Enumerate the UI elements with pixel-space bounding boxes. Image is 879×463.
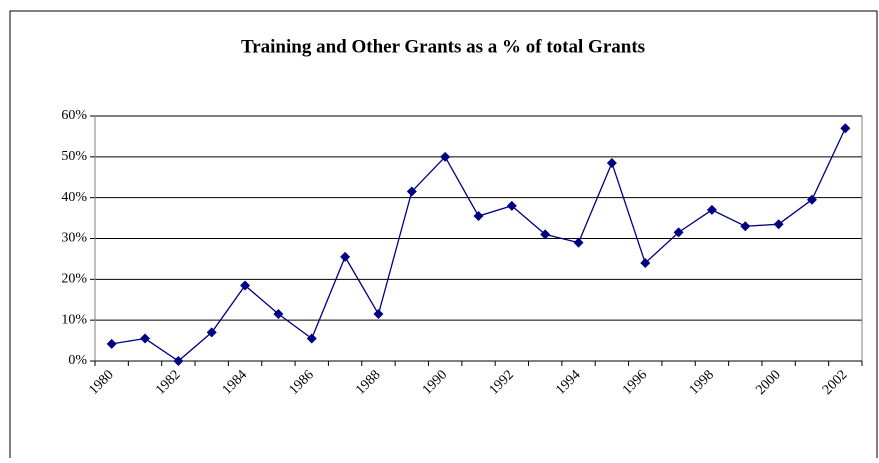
data-point bbox=[840, 123, 851, 134]
data-point bbox=[140, 333, 151, 344]
data-point bbox=[773, 219, 784, 230]
y-tick-label: 30% bbox=[61, 231, 87, 246]
y-tick-label: 0% bbox=[68, 353, 87, 368]
y-tick-label: 10% bbox=[61, 312, 87, 327]
y-tick-label: 60% bbox=[61, 108, 87, 123]
data-point bbox=[306, 333, 317, 344]
data-point bbox=[240, 280, 251, 291]
data-point bbox=[440, 151, 451, 162]
data-point bbox=[106, 338, 117, 349]
data-point bbox=[406, 186, 417, 197]
data-point bbox=[706, 204, 717, 215]
data-point bbox=[540, 229, 551, 240]
data-point bbox=[673, 227, 684, 238]
data-point bbox=[373, 309, 384, 320]
chart-title: Training and Other Grants as a % of tota… bbox=[241, 36, 645, 57]
data-point bbox=[173, 356, 184, 366]
data-point bbox=[206, 327, 217, 338]
data-point bbox=[740, 221, 751, 232]
data-point bbox=[340, 251, 351, 262]
data-point bbox=[640, 258, 651, 268]
data-point bbox=[606, 157, 617, 168]
chart-frame bbox=[9, 10, 878, 463]
y-tick-label: 20% bbox=[61, 272, 87, 287]
y-tick-label: 50% bbox=[61, 149, 87, 164]
data-point bbox=[273, 309, 284, 320]
data-point bbox=[573, 237, 584, 248]
y-tick-label: 40% bbox=[61, 190, 87, 205]
data-point bbox=[506, 200, 517, 211]
data-point bbox=[806, 194, 817, 205]
data-point bbox=[473, 211, 484, 222]
